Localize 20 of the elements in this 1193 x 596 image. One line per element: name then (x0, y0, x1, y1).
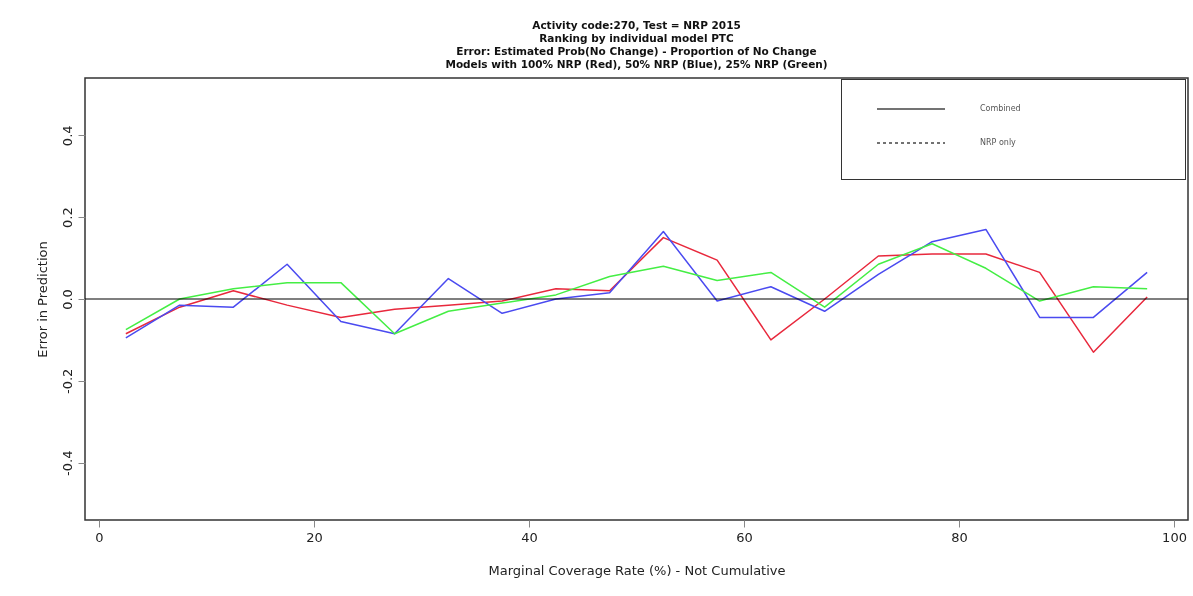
legend-panel: Combined NRP only (841, 79, 1186, 180)
x-tick-label: 100 (1162, 529, 1187, 545)
chart-title: Activity code:270, Test = NRP 2015 Ranking by individual model PTC Error: Estimated Prob(No Change) - Proportion of No Change Models with 100% NRP (Red), 50% NRP (Blue), 25% NRP (Green) (445, 18, 828, 70)
line-series (125, 228, 1148, 339)
line-series (125, 236, 1148, 353)
x-tick-label: 0 (95, 529, 104, 545)
x-tick-label: 80 (951, 529, 968, 545)
y-tick-label: 0.2 (59, 207, 75, 228)
y-tick-label: -0.4 (59, 450, 75, 476)
y-tick-label: -0.2 (59, 368, 75, 395)
x-axis-title: Marginal Coverage Rate (%) - Not Cumulative (488, 562, 786, 578)
annotation: Combined (980, 104, 1021, 113)
x-tick-label: 60 (736, 529, 753, 545)
x-tick-label: 20 (306, 529, 323, 545)
y-tick-label: 0.4 (59, 125, 75, 147)
y-tick-label: 0.0 (59, 289, 75, 310)
line-series (125, 243, 1148, 335)
x-tick-label: 40 (521, 529, 538, 545)
annotation: NRP only (980, 138, 1016, 147)
y-axis-title: Error in Prediction (34, 241, 50, 358)
